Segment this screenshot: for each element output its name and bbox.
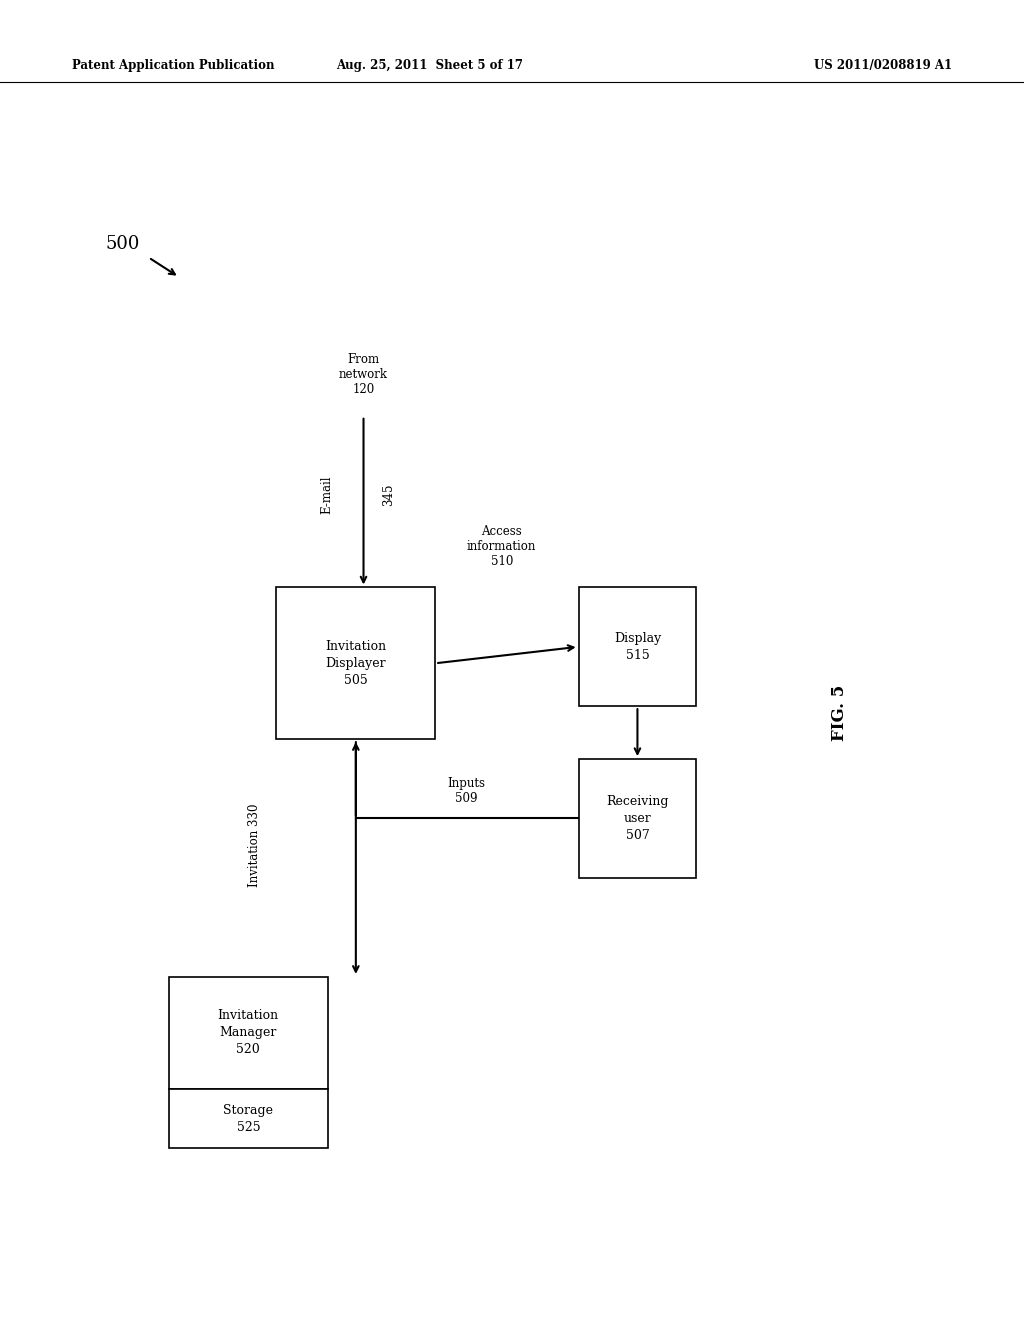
Text: Invitation 330: Invitation 330 — [248, 803, 261, 887]
FancyBboxPatch shape — [579, 587, 696, 706]
FancyBboxPatch shape — [169, 977, 328, 1089]
Text: Invitation
Manager
520: Invitation Manager 520 — [218, 1010, 279, 1056]
Text: Aug. 25, 2011  Sheet 5 of 17: Aug. 25, 2011 Sheet 5 of 17 — [337, 59, 523, 73]
Text: 345: 345 — [382, 483, 395, 507]
Text: Patent Application Publication: Patent Application Publication — [72, 59, 274, 73]
FancyBboxPatch shape — [169, 1089, 328, 1148]
Text: Display
515: Display 515 — [613, 632, 662, 661]
Text: From
network
120: From network 120 — [339, 352, 388, 396]
Text: Access
information
510: Access information 510 — [467, 524, 537, 568]
FancyBboxPatch shape — [276, 587, 435, 739]
Text: FIG. 5: FIG. 5 — [831, 685, 848, 741]
Text: 500: 500 — [105, 235, 140, 253]
Text: US 2011/0208819 A1: US 2011/0208819 A1 — [814, 59, 952, 73]
Text: E-mail: E-mail — [321, 475, 334, 515]
Text: Invitation
Displayer
505: Invitation Displayer 505 — [326, 640, 386, 686]
Text: Storage
525: Storage 525 — [223, 1104, 273, 1134]
FancyBboxPatch shape — [579, 759, 696, 878]
Text: Inputs
509: Inputs 509 — [446, 777, 485, 805]
Text: Receiving
user
507: Receiving user 507 — [606, 795, 669, 842]
